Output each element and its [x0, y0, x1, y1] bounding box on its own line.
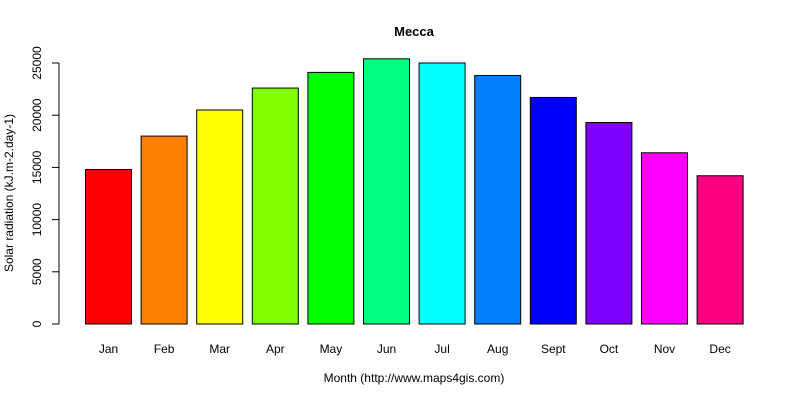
x-tick-label-jan: Jan	[99, 342, 118, 356]
y-tick-label: 25000	[30, 46, 44, 80]
bar-feb	[140, 135, 188, 325]
y-tick-label: 15000	[30, 150, 44, 184]
bar-jul	[418, 62, 466, 325]
y-tick-label: 20000	[30, 98, 44, 132]
bar-jan	[85, 168, 132, 325]
bar-nov	[641, 152, 688, 325]
x-tick-label-nov: Nov	[654, 342, 675, 356]
bar-mar	[196, 109, 244, 325]
x-tick-label-jul: Jul	[434, 342, 449, 356]
x-axis-label: Month (http://www.maps4gis.com)	[324, 371, 505, 385]
chart-title: Mecca	[394, 24, 435, 39]
x-tick-label-mar: Mar	[209, 342, 230, 356]
x-tick-label-dec: Dec	[709, 342, 730, 356]
x-tick-label-jun: Jun	[377, 342, 396, 356]
y-tick-label: 10000	[30, 203, 44, 237]
bar-sept	[529, 96, 577, 325]
bar-may	[307, 71, 355, 325]
bar-aug	[474, 75, 522, 325]
x-tick-label-oct: Oct	[600, 342, 619, 356]
bar-jun	[363, 58, 410, 325]
y-axis-label: Solar radiation (kJ.m-2.day-1)	[2, 114, 16, 272]
y-axis: 0 5000 10000 15000 20000 25000	[30, 46, 60, 327]
bar-oct	[585, 122, 633, 325]
x-tick-label-aug: Aug	[487, 342, 508, 356]
x-tick-label-apr: Apr	[266, 342, 285, 356]
x-tick-labels: Jan Feb Mar Apr May Jun Jul Aug Sept Oct Nov Dec	[99, 342, 731, 356]
bars-group	[85, 58, 744, 325]
x-tick-label-sept: Sept	[541, 342, 566, 356]
bar-dec	[696, 175, 744, 325]
x-tick-label-feb: Feb	[154, 342, 175, 356]
y-tick-label: 5000	[30, 258, 44, 285]
y-tick-label: 0	[30, 320, 44, 327]
bar-apr	[251, 87, 299, 325]
x-tick-label-may: May	[320, 342, 343, 356]
